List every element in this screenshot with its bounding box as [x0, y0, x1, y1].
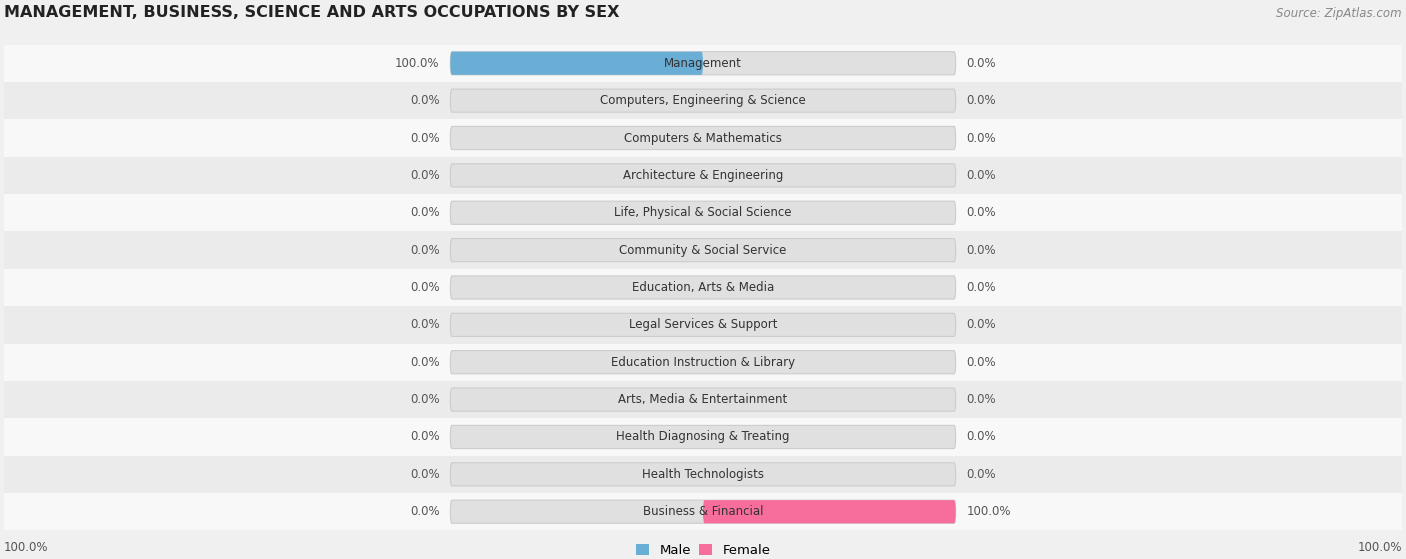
Bar: [4, 344, 1402, 381]
FancyBboxPatch shape: [450, 239, 956, 262]
FancyBboxPatch shape: [450, 201, 956, 224]
FancyBboxPatch shape: [450, 51, 956, 75]
Text: 0.0%: 0.0%: [411, 468, 440, 481]
Text: 0.0%: 0.0%: [411, 319, 440, 331]
Text: Computers & Mathematics: Computers & Mathematics: [624, 131, 782, 145]
Text: 0.0%: 0.0%: [411, 393, 440, 406]
FancyBboxPatch shape: [450, 350, 956, 374]
FancyBboxPatch shape: [450, 425, 956, 448]
Bar: [4, 493, 1402, 530]
Text: Health Technologists: Health Technologists: [643, 468, 763, 481]
FancyBboxPatch shape: [450, 463, 956, 486]
Text: 0.0%: 0.0%: [966, 131, 995, 145]
Text: 0.0%: 0.0%: [966, 206, 995, 219]
Text: 0.0%: 0.0%: [411, 131, 440, 145]
Text: 0.0%: 0.0%: [966, 468, 995, 481]
FancyBboxPatch shape: [450, 276, 956, 299]
Bar: [4, 119, 1402, 157]
Text: Community & Social Service: Community & Social Service: [619, 244, 787, 257]
Legend: Male, Female: Male, Female: [636, 544, 770, 557]
Bar: [4, 45, 1402, 82]
Text: 0.0%: 0.0%: [411, 94, 440, 107]
Text: 0.0%: 0.0%: [411, 356, 440, 369]
Text: 0.0%: 0.0%: [411, 206, 440, 219]
Text: 0.0%: 0.0%: [411, 505, 440, 518]
FancyBboxPatch shape: [450, 126, 956, 150]
Text: Management: Management: [664, 57, 742, 70]
Text: Computers, Engineering & Science: Computers, Engineering & Science: [600, 94, 806, 107]
Text: Education Instruction & Library: Education Instruction & Library: [612, 356, 794, 369]
Text: 0.0%: 0.0%: [966, 94, 995, 107]
Text: 0.0%: 0.0%: [966, 319, 995, 331]
Bar: [4, 269, 1402, 306]
Text: Education, Arts & Media: Education, Arts & Media: [631, 281, 775, 294]
FancyBboxPatch shape: [450, 89, 956, 112]
Bar: [4, 194, 1402, 231]
Bar: [4, 418, 1402, 456]
Text: Business & Financial: Business & Financial: [643, 505, 763, 518]
Text: 0.0%: 0.0%: [411, 430, 440, 443]
Text: Health Diagnosing & Treating: Health Diagnosing & Treating: [616, 430, 790, 443]
Bar: [4, 381, 1402, 418]
Text: Life, Physical & Social Science: Life, Physical & Social Science: [614, 206, 792, 219]
Bar: [4, 456, 1402, 493]
Text: 0.0%: 0.0%: [966, 430, 995, 443]
FancyBboxPatch shape: [450, 388, 956, 411]
Bar: [4, 82, 1402, 119]
Text: 0.0%: 0.0%: [966, 57, 995, 70]
Text: 100.0%: 100.0%: [1357, 541, 1402, 554]
Bar: [4, 231, 1402, 269]
FancyBboxPatch shape: [703, 500, 956, 523]
FancyBboxPatch shape: [450, 51, 703, 75]
Text: Architecture & Engineering: Architecture & Engineering: [623, 169, 783, 182]
Text: 100.0%: 100.0%: [395, 57, 440, 70]
Text: 0.0%: 0.0%: [966, 393, 995, 406]
Text: 0.0%: 0.0%: [966, 169, 995, 182]
Text: 100.0%: 100.0%: [966, 505, 1011, 518]
Text: Arts, Media & Entertainment: Arts, Media & Entertainment: [619, 393, 787, 406]
FancyBboxPatch shape: [450, 500, 956, 523]
Text: Legal Services & Support: Legal Services & Support: [628, 319, 778, 331]
Text: 0.0%: 0.0%: [411, 244, 440, 257]
Bar: [4, 157, 1402, 194]
Text: 0.0%: 0.0%: [966, 356, 995, 369]
FancyBboxPatch shape: [450, 313, 956, 337]
Bar: [4, 306, 1402, 344]
Text: MANAGEMENT, BUSINESS, SCIENCE AND ARTS OCCUPATIONS BY SEX: MANAGEMENT, BUSINESS, SCIENCE AND ARTS O…: [4, 5, 620, 20]
Text: 0.0%: 0.0%: [411, 169, 440, 182]
Text: 0.0%: 0.0%: [966, 281, 995, 294]
Text: 0.0%: 0.0%: [966, 244, 995, 257]
Text: Source: ZipAtlas.com: Source: ZipAtlas.com: [1277, 7, 1402, 20]
Text: 100.0%: 100.0%: [4, 541, 49, 554]
Text: 0.0%: 0.0%: [411, 281, 440, 294]
FancyBboxPatch shape: [450, 164, 956, 187]
